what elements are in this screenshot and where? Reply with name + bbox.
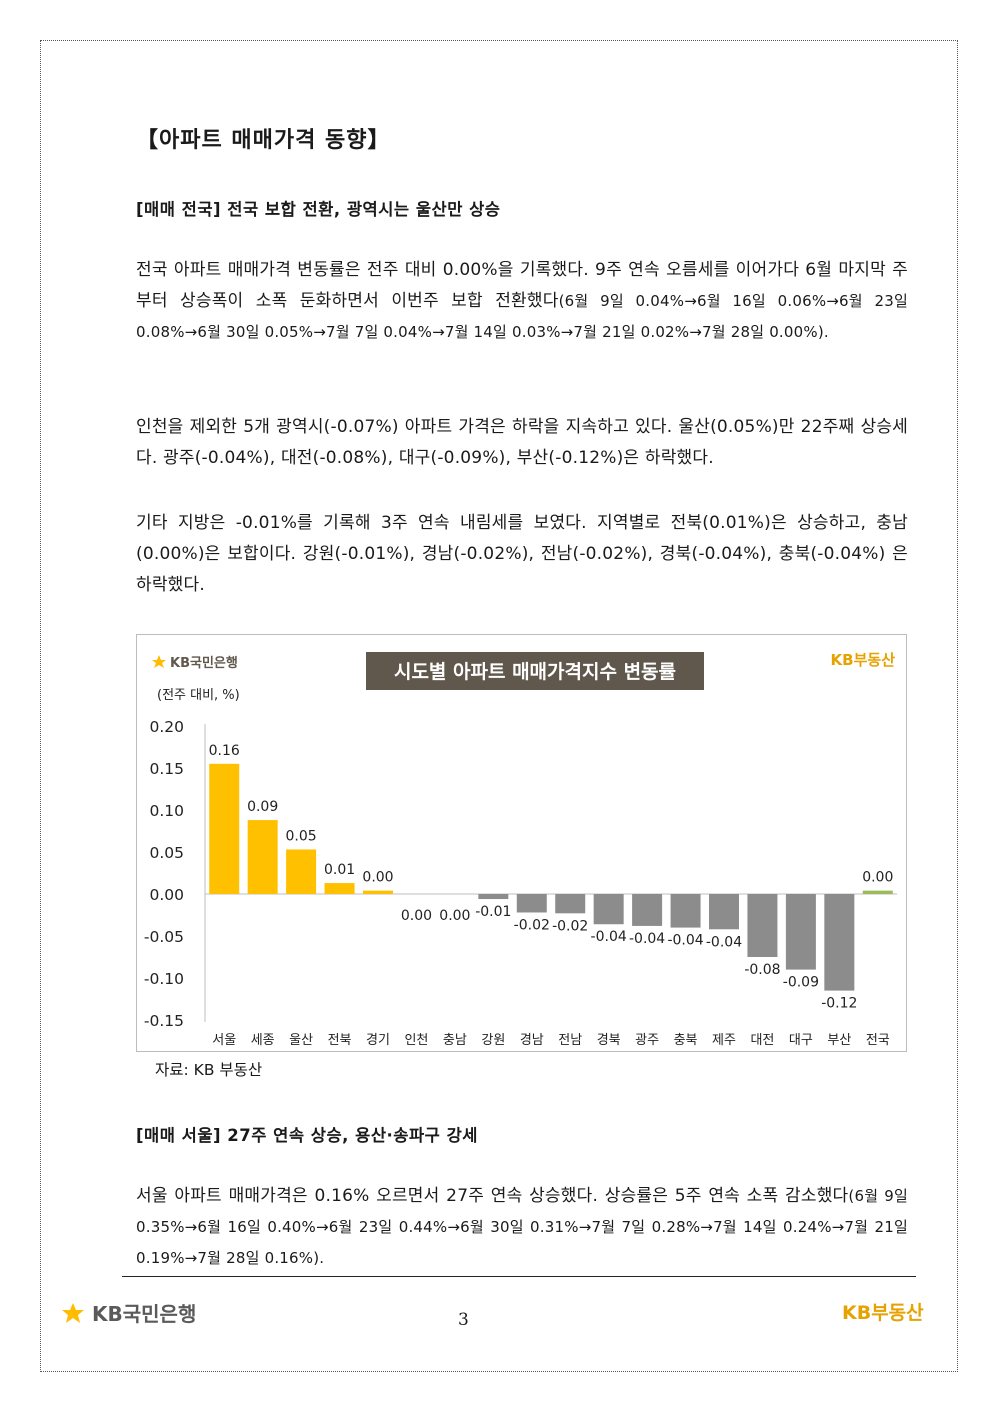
bar-전국 <box>862 890 893 894</box>
x-tick-label: 울산 <box>289 1033 313 1048</box>
regional-chart: KB국민은행 KB부동산 시도별 아파트 매매가격지수 변동률 (전주 대비, … <box>136 634 907 1052</box>
bar-충북 <box>670 894 701 928</box>
page-border <box>40 40 958 1372</box>
y-tick-label: 0.20 <box>149 718 184 736</box>
regional-chart-svg: KB국민은행 KB부동산 시도별 아파트 매매가격지수 변동률 (전주 대비, … <box>144 651 897 1048</box>
footer-logo-kb-bank: KB국민은행 <box>60 1298 196 1327</box>
chart-axes: 0.20 0.15 0.10 0.05 0.00 -0.05 -0.10 -0.15 서울 세종 울… <box>144 718 897 1048</box>
bar-세종 <box>247 820 278 894</box>
chart-brand-right: KB부동산 <box>831 651 896 669</box>
national-paragraph-1: 전국 아파트 매매가격 변동률은 전주 대비 0.00%을 기록했다. 9주 연… <box>136 255 908 348</box>
data-label: -0.08 <box>744 962 780 978</box>
y-tick-label: 0.05 <box>149 844 184 862</box>
bar-제주 <box>709 894 739 930</box>
data-label: 0.01 <box>324 862 355 878</box>
data-label: -0.02 <box>514 917 550 933</box>
bar-광주 <box>632 894 663 926</box>
x-tick-label: 부산 <box>827 1033 851 1048</box>
chart-title: 시도별 아파트 매매가격지수 변동률 <box>394 661 676 683</box>
kb-star-icon <box>62 1302 84 1323</box>
y-tick-label: 0.00 <box>149 886 184 904</box>
x-tick-label: 인천 <box>404 1033 428 1048</box>
chart-title-box <box>366 652 704 690</box>
national-paragraph-1-detail: (6월 9일 0.04%→6월 16일 0.06%→6월 23일 0.08%→6… <box>136 292 908 341</box>
bar-부산 <box>824 894 855 991</box>
provincial-paragraph: 기타 지방은 -0.01%를 기록해 3주 연속 내림세를 보였다. 지역별로 … <box>136 513 908 595</box>
chart-bars: 0.160.090.050.01 0.000.00 0.00 -0.01-0.02 -0… <box>209 743 894 1012</box>
data-label: -0.01 <box>475 904 511 920</box>
chart-unit-label: (전주 대비, %) <box>157 688 240 703</box>
x-tick-label: 전북 <box>328 1033 352 1048</box>
footer-rule <box>122 1276 916 1277</box>
x-tick-label: 대전 <box>750 1033 774 1048</box>
chart-brand-left: KB국민은행 <box>170 655 238 671</box>
x-tick-label: 경북 <box>597 1033 621 1048</box>
chart-source: 자료: KB 부동산 <box>155 1061 263 1079</box>
data-label: -0.09 <box>783 975 819 991</box>
bar-경북 <box>593 894 624 925</box>
bar-서울 <box>209 763 240 894</box>
y-tick-label: -0.15 <box>144 1012 184 1030</box>
data-label: -0.04 <box>706 934 742 950</box>
y-tick-label: 0.10 <box>149 802 184 820</box>
x-tick-label: 경남 <box>520 1033 544 1048</box>
bar-대전 <box>747 894 778 957</box>
bar-경기 <box>363 890 393 894</box>
x-tick-label: 서울 <box>212 1033 236 1048</box>
data-label: -0.12 <box>821 996 857 1012</box>
national-subhead: [매매 전국] 전국 보합 전환, 광역시는 울산만 상승 <box>136 200 501 219</box>
data-label: 0.00 <box>439 908 470 924</box>
page-number: 3 <box>458 1310 469 1330</box>
seoul-paragraph-detail: (6월 9일 0.35%→6월 16일 0.40%→6월 23일 0.44%→6… <box>136 1187 908 1267</box>
y-tick-label: -0.10 <box>144 970 184 988</box>
seoul-paragraph-main: 서울 아파트 매매가격은 0.16% 오르면서 27주 연속 상승했다. 상승률… <box>136 1186 849 1206</box>
bar-강원 <box>478 894 509 900</box>
data-label: 0.09 <box>247 799 278 815</box>
kb-star-icon <box>152 655 166 668</box>
y-tick-label: -0.05 <box>144 928 184 946</box>
x-tick-label: 충남 <box>443 1033 467 1048</box>
data-label: -0.02 <box>552 918 588 934</box>
seoul-paragraph: 서울 아파트 매매가격은 0.16% 오르면서 27주 연속 상승했다. 상승률… <box>136 1181 908 1274</box>
metro-paragraph: 인천을 제외한 5개 광역시(-0.07%) 아파트 가격은 하락을 지속하고 … <box>136 417 908 468</box>
national-paragraph-1-main: 전국 아파트 매매가격 변동률은 전주 대비 0.00%을 기록했다. 9주 연… <box>136 260 908 311</box>
footer-logo-left-text: KB국민은행 <box>92 1302 197 1326</box>
data-label: -0.04 <box>667 933 703 949</box>
data-label: -0.04 <box>629 931 665 947</box>
data-label: 0.05 <box>286 828 317 844</box>
bar-대구 <box>785 894 816 970</box>
data-label: 0.00 <box>862 870 893 886</box>
x-tick-label: 전남 <box>558 1033 582 1048</box>
section-title: 【아파트 매매가격 동향】 <box>136 128 391 153</box>
y-tick-label: 0.15 <box>149 760 184 778</box>
seoul-subhead: [매매 서울] 27주 연속 상승, 용산·송파구 강세 <box>136 1126 478 1145</box>
data-label: 0.00 <box>401 908 432 924</box>
footer-logo-kb-realestate: KB부동산 <box>842 1302 924 1324</box>
x-tick-label: 대구 <box>789 1033 813 1048</box>
x-tick-label: 세종 <box>251 1033 275 1048</box>
bar-전북 <box>324 883 355 894</box>
data-label: 0.16 <box>209 743 240 759</box>
x-tick-label: 제주 <box>712 1033 736 1048</box>
bar-울산 <box>286 849 317 894</box>
x-tick-label: 강원 <box>481 1033 505 1048</box>
x-tick-label: 경기 <box>366 1033 390 1048</box>
x-tick-label: 전국 <box>866 1033 890 1048</box>
x-tick-label: 충북 <box>674 1033 698 1048</box>
bar-전남 <box>555 894 586 914</box>
x-tick-label: 광주 <box>635 1033 659 1048</box>
data-label: 0.00 <box>362 870 393 886</box>
bar-경남 <box>516 894 547 913</box>
data-label: -0.04 <box>591 929 627 945</box>
